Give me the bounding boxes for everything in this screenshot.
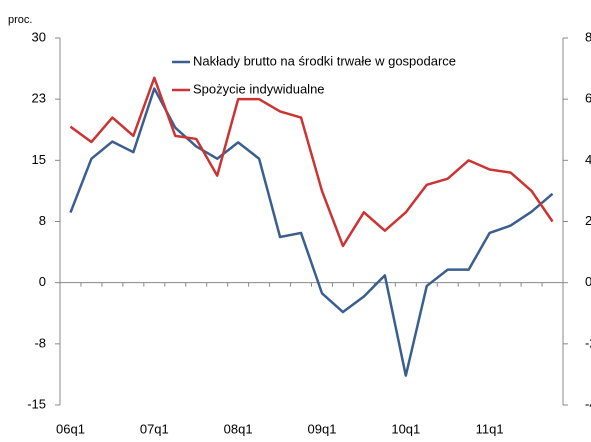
y-tick-label: 0	[39, 274, 46, 289]
y2-tick-label: 0	[585, 274, 591, 289]
y-tick-label: -15	[27, 396, 46, 411]
y2-tick-label: 8	[585, 29, 591, 44]
series-line	[69, 87, 554, 377]
y-unit-label: proc.	[8, 14, 32, 26]
y-tick-label: 8	[39, 213, 46, 228]
y2-tick-label: 6	[585, 91, 591, 106]
y2-tick-label: -2	[585, 335, 591, 350]
legend-label: Nakłady brutto na środki trwałe w gospod…	[193, 53, 456, 68]
y2-tick-label: 4	[585, 152, 591, 167]
series-line	[69, 76, 554, 248]
x-tick-label: 07q1	[140, 421, 169, 436]
x-tick-label: 06q1	[56, 421, 85, 436]
y2-tick-label: 2	[585, 213, 591, 228]
x-tick-label: 08q1	[224, 421, 253, 436]
y-tick-label: -8	[34, 335, 46, 350]
y-tick-label: 23	[32, 91, 46, 106]
y-tick-label: 30	[32, 29, 46, 44]
x-tick-label: 10q1	[391, 421, 420, 436]
y-tick-label: 15	[32, 152, 46, 167]
x-tick-label: 09q1	[308, 421, 337, 436]
y2-tick-label: -4	[585, 396, 591, 411]
x-tick-label: 11q1	[476, 421, 504, 436]
legend-label: Spożycie indywidualne	[193, 81, 325, 96]
